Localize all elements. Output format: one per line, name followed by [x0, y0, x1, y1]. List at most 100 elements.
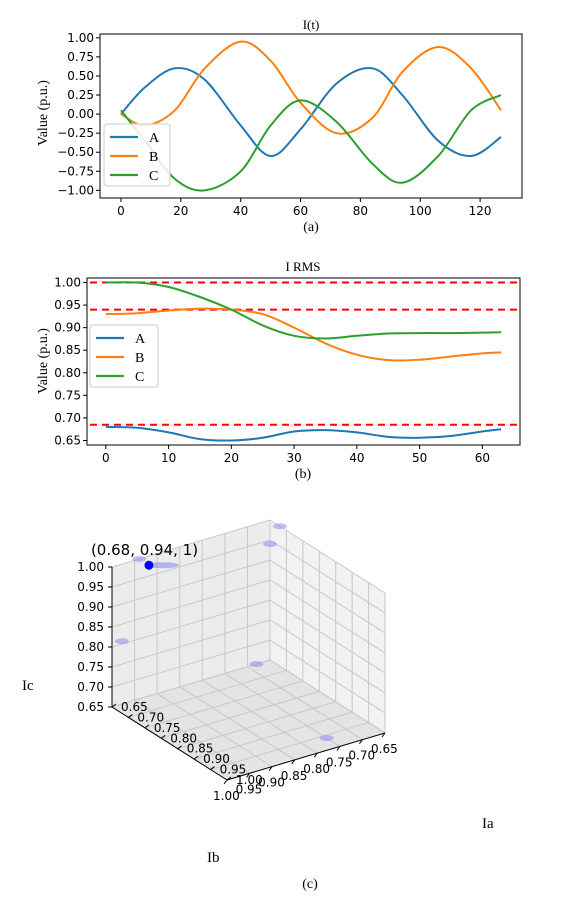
ic-tick-label: 0.85: [77, 620, 104, 634]
ia-tick-label: 0.65: [121, 700, 148, 714]
grid-line: [161, 690, 320, 739]
projection-trail: [272, 523, 287, 530]
chart-a-series-C: [120, 94, 502, 192]
chart-b-series-A: [105, 425, 502, 442]
chart-c-plot: 0.650.650.650.700.700.700.750.750.750.80…: [77, 519, 398, 803]
ic-tick-label: 0.90: [77, 600, 104, 614]
chart-b: 0 10 20 30 40 50 60 1.00 0.95 0.90 0.85 0.80 0.75 0.7…: [36, 259, 521, 482]
projection-trail: [132, 555, 147, 562]
chart-b-legend-label-A: A: [135, 332, 146, 347]
chart-c-ylabel: Ib: [207, 850, 220, 866]
chart-c-caption: (c): [302, 877, 318, 892]
chart-a-xtick-label: 40: [233, 204, 248, 218]
ib-tick-label: 0.75: [326, 755, 353, 769]
chart-b-title: I RMS: [285, 259, 320, 274]
ic-tick-label: 1.00: [77, 560, 104, 574]
grid-line: [128, 669, 287, 718]
chart-a-caption: (a): [303, 220, 319, 235]
grid-line: [177, 701, 336, 750]
ic-tick-label: 0.95: [77, 580, 104, 594]
chart-a-ytick-label: −0.75: [57, 164, 94, 178]
ib-tick-mark: [359, 739, 363, 745]
chart-a-ytick-label: −0.50: [57, 145, 94, 159]
chart-b-xtick-label: 50: [412, 451, 427, 465]
ib-tick-mark: [381, 732, 386, 738]
chart-b-xtick-label: 40: [349, 451, 364, 465]
grid-line: [269, 559, 386, 634]
projection-trail: [319, 735, 334, 742]
grid-line: [269, 619, 386, 694]
grid-line: [210, 722, 369, 771]
ic-tick-label: 0.70: [77, 680, 104, 694]
chart-b-ylabel: Value (p.u.): [36, 328, 51, 394]
chart-a: 0 20 40 60 80 100 120 1.00 0.75 0.50 0.25 0.00 −0.25…: [36, 17, 523, 235]
chart-a-title: I(t): [303, 17, 320, 32]
chart-a-ytick-label: 0.75: [67, 50, 94, 64]
grid-line: [269, 599, 386, 674]
grid-line: [269, 579, 386, 654]
chart-b-ytick-label: 0.95: [54, 298, 81, 312]
ia-tick-label: 0.75: [154, 721, 181, 735]
ib-tick-label: 0.95: [236, 782, 263, 796]
chart-c: 0.650.650.650.700.700.700.750.750.750.80…: [22, 519, 494, 892]
grid-line: [111, 539, 271, 588]
ia-tick-label: 0.70: [137, 710, 164, 724]
ia-tick-mark: [144, 724, 150, 729]
chart-a-xtick-label: 20: [173, 204, 188, 218]
chart-a-series-B: [120, 40, 502, 135]
chart-a-ytick-label: −1.00: [57, 183, 94, 197]
grid-line: [134, 699, 250, 774]
ia-tick-label: 0.90: [203, 752, 230, 766]
axis-ib: [226, 732, 386, 781]
chart-a-xtick-label: 60: [293, 204, 308, 218]
ib-tick-label: 0.65: [371, 742, 398, 756]
ia-tick-mark: [210, 766, 215, 770]
state-trail: [146, 562, 179, 569]
ic-tick-label: 0.75: [77, 660, 104, 674]
chart-a-ytick-label: 1.00: [67, 31, 94, 45]
grid-line: [269, 539, 386, 614]
chart-b-legend-label-C: C: [135, 370, 144, 385]
chart-a-legend-label-C: C: [149, 169, 158, 184]
chart-b-xtick-label: 20: [224, 451, 239, 465]
grid-line: [269, 639, 386, 714]
chart-b-plot: 0 10 20 30 40 50 60 1.00 0.95 0.90 0.85 0.80 0.75 0.7…: [54, 276, 521, 465]
ia-tick-mark: [193, 755, 199, 760]
chart-a-frame: [99, 33, 523, 199]
chart-b-legend-label-B: B: [135, 351, 144, 366]
chart-b-series-C: [105, 281, 502, 340]
ia-tick-mark: [111, 703, 117, 708]
grid-line: [156, 693, 273, 767]
chart-a-ylabel: Value (p.u.): [36, 80, 51, 146]
ib-tick-mark: [336, 746, 341, 751]
chart-a-ytick-label: 0.00: [67, 107, 94, 121]
chart-b-ytick-label: 0.90: [54, 321, 81, 335]
chart-a-legend-label-B: B: [149, 150, 158, 165]
grid-line: [224, 673, 341, 747]
grid-line: [144, 680, 303, 729]
ia-tick-label: 0.80: [170, 731, 197, 745]
projection-trail: [249, 661, 264, 668]
chart-c-zlabel: Ic: [22, 678, 34, 694]
grid-line: [111, 599, 271, 648]
chart-b-frame: [86, 277, 521, 446]
grid-line: [202, 679, 318, 754]
grid-line: [269, 519, 386, 594]
chart-b-xtick-label: 10: [161, 451, 176, 465]
chart-a-series-A: [120, 66, 502, 158]
ia-tick-label: 0.95: [220, 763, 247, 777]
chart-c-xlabel: Ia: [482, 816, 494, 832]
chart-b-ytick-label: 0.80: [54, 366, 81, 380]
chart-b-ytick-label: 1.00: [54, 276, 81, 290]
axis-ia: [111, 706, 228, 781]
ib-tick-mark: [223, 779, 228, 785]
ib-tick-label: 1.00: [213, 789, 240, 803]
grid-line: [247, 666, 363, 741]
chart-b-ytick-label: 0.65: [54, 433, 81, 447]
chart-a-ytick-label: 0.25: [67, 88, 94, 102]
ia-tick-mark: [128, 714, 133, 718]
projection-trail: [114, 638, 129, 645]
grid-line: [269, 659, 386, 734]
ib-tick-label: 0.85: [281, 769, 308, 783]
